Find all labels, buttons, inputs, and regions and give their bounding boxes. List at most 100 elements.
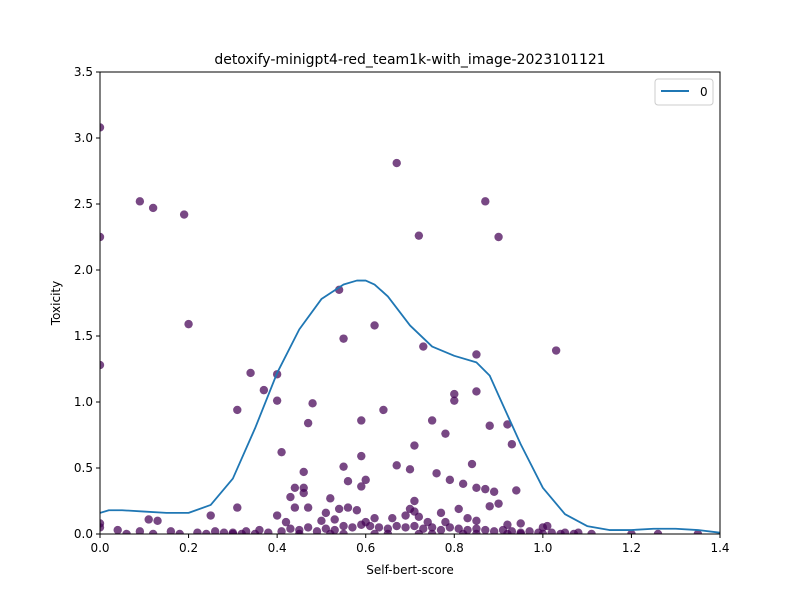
scatter-point	[113, 525, 122, 534]
scatter-point	[339, 521, 348, 531]
scatter-point	[299, 488, 308, 498]
scatter-point	[277, 447, 286, 457]
scatter-point	[427, 529, 437, 534]
scatter-point	[264, 528, 273, 534]
scatter-point	[100, 232, 105, 242]
scatter-point	[326, 494, 335, 503]
scatter-point	[427, 416, 437, 425]
scatter-point	[454, 504, 463, 514]
x-tick-label: 1.4	[710, 541, 729, 555]
scatter-point	[339, 462, 348, 471]
scatter-point	[494, 232, 503, 242]
scatter-point	[507, 440, 517, 449]
x-tick-label: 0.6	[356, 541, 375, 555]
scatter-point	[556, 529, 565, 534]
scatter-point	[295, 529, 304, 534]
scatter-point	[538, 529, 548, 534]
x-tick-label: 0.0	[90, 541, 109, 555]
scatter-point	[494, 499, 503, 508]
scatter-point	[237, 529, 246, 534]
scatter-point	[233, 405, 242, 415]
scatter-point	[436, 525, 446, 534]
scatter-point	[463, 513, 472, 523]
scatter-point	[339, 334, 348, 343]
scatter-point	[472, 483, 481, 492]
x-tick-label: 1.2	[622, 541, 641, 555]
scatter-point	[281, 517, 291, 527]
scatter-point	[370, 321, 379, 330]
scatter-point	[458, 479, 468, 489]
scatter-point	[175, 529, 184, 534]
scatter-point	[206, 511, 215, 520]
scatter-point	[512, 486, 521, 495]
scatter-point	[419, 342, 428, 351]
scatter-point	[228, 529, 238, 534]
scatter-point	[166, 527, 176, 534]
scatter-point	[445, 523, 455, 532]
y-tick-label: 3.0	[74, 131, 93, 145]
scatter-point	[543, 521, 552, 531]
scatter-point	[458, 529, 468, 534]
y-tick-label: 2.5	[74, 197, 93, 211]
scatter-point	[383, 529, 393, 534]
scatter-point	[277, 527, 286, 534]
x-tick-label: 0.4	[268, 541, 287, 555]
y-tick-label: 1.5	[74, 329, 93, 343]
scatter-point	[148, 203, 158, 213]
scatter-point	[250, 529, 260, 534]
scatter-point	[352, 506, 362, 515]
scatter-point	[286, 492, 295, 502]
scatter-point	[489, 487, 499, 496]
scatter-point	[445, 475, 455, 485]
scatter-point	[348, 523, 357, 532]
scatter-point	[379, 405, 388, 415]
scatter-point	[472, 529, 481, 534]
plot-frame	[99, 71, 721, 535]
scatter-point	[374, 523, 384, 532]
x-axis: 0.0 0.2 0.4 0.6 0.8 1.0 1.2 1.4	[90, 534, 730, 555]
scatter-point	[303, 503, 313, 512]
x-tick-label: 0.8	[445, 541, 464, 555]
scatter-point	[357, 416, 366, 425]
scatter-point	[427, 523, 437, 532]
scatter-point	[467, 459, 477, 469]
scatter-point	[485, 421, 494, 430]
y-tick-label: 1.0	[74, 395, 93, 409]
scatter-point	[450, 389, 459, 399]
scatter-point	[202, 529, 211, 534]
scatter-point	[317, 516, 326, 525]
scatter-point	[401, 523, 410, 532]
scatter-point	[343, 477, 353, 486]
scatter-point	[184, 319, 193, 329]
scatter-point	[370, 513, 379, 523]
scatter-point	[153, 516, 162, 525]
scatter-point	[516, 529, 525, 534]
scatter-point	[489, 527, 499, 534]
scatter-point	[436, 508, 446, 518]
scatter-point	[481, 525, 490, 534]
y-axis-label: Toxicity	[49, 281, 63, 326]
scatter-point	[272, 511, 282, 520]
x-tick-label: 0.2	[179, 541, 198, 555]
scatter-point	[472, 350, 481, 359]
scatter-point	[210, 527, 220, 534]
scatter-point	[388, 513, 397, 523]
scatter-point	[144, 515, 153, 524]
scatter-point	[179, 210, 189, 219]
scatter-point	[135, 527, 145, 534]
legend: 0	[654, 78, 714, 106]
scatter-point	[547, 528, 556, 534]
scatter-point	[414, 529, 424, 534]
scatter-point	[357, 482, 366, 491]
scatter-point	[312, 527, 322, 534]
scatter-point	[481, 197, 490, 206]
scatter-point	[653, 529, 663, 534]
scatter-point	[410, 441, 419, 450]
scatter-point	[392, 158, 401, 168]
scatter-point	[587, 529, 596, 534]
scatter-point	[392, 461, 401, 470]
scatter-point	[259, 385, 269, 395]
y-tick-label: 0.0	[74, 527, 93, 541]
scatter-point	[321, 508, 331, 518]
